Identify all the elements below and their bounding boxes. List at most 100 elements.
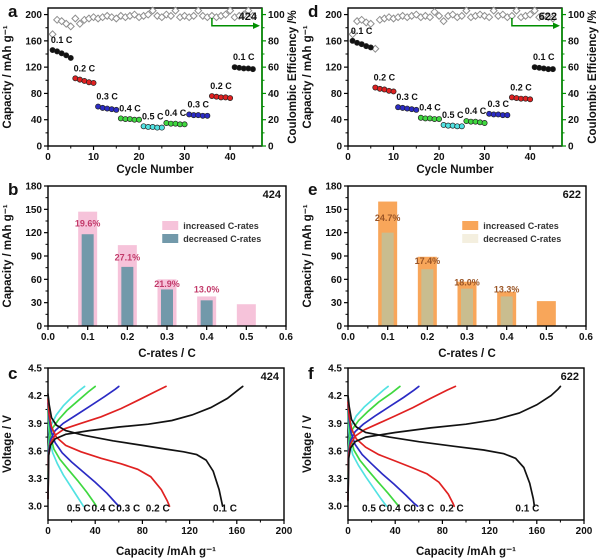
svg-text:13.3%: 13.3% [494, 285, 520, 295]
svg-text:decreased C-rates: decreased C-rates [483, 234, 561, 244]
svg-text:Coulombic Efficiency /%: Coulombic Efficiency /% [587, 10, 599, 144]
svg-text:increased C-rates: increased C-rates [183, 221, 259, 231]
svg-text:0: 0 [336, 322, 342, 333]
svg-text:150: 150 [25, 205, 42, 216]
svg-text:Voltage / V: Voltage / V [302, 415, 314, 473]
svg-text:0: 0 [36, 142, 42, 153]
svg-text:0.1 C: 0.1 C [233, 52, 255, 62]
svg-text:60: 60 [331, 275, 343, 286]
svg-text:0.5 C: 0.5 C [142, 111, 164, 121]
svg-text:40: 40 [525, 152, 537, 163]
svg-text:3.9: 3.9 [328, 419, 342, 430]
svg-text:3.6: 3.6 [28, 446, 42, 457]
svg-text:decreased C-rates: decreased C-rates [183, 234, 261, 244]
svg-text:0: 0 [36, 322, 42, 333]
svg-text:424: 424 [263, 189, 282, 201]
svg-text:0.3 C: 0.3 C [487, 99, 509, 109]
chart-panel-c-voltage-profiles: 0 40 80 120 160 200 3.0 3.3 3.6 3.9 4.2 4.5 0.5 C 0.4… [2, 364, 293, 559]
svg-text:0: 0 [45, 152, 51, 163]
svg-text:3.0: 3.0 [28, 502, 42, 513]
svg-text:0.6: 0.6 [579, 332, 593, 343]
svg-text:0.2 C: 0.2 C [74, 63, 96, 73]
svg-text:100: 100 [568, 10, 585, 21]
svg-text:60: 60 [568, 63, 580, 74]
svg-text:60: 60 [268, 63, 280, 74]
panel-d: d 0 10 20 30 40 0 40 80 120 160 200 0 20 40 60 80 100 Cou… [300, 0, 600, 178]
svg-text:0.5 C: 0.5 C [362, 504, 386, 515]
svg-text:0.1 C: 0.1 C [213, 504, 237, 515]
svg-text:0.2 C: 0.2 C [210, 81, 232, 91]
svg-text:18.0%: 18.0% [454, 278, 480, 288]
svg-text:0.2 C: 0.2 C [510, 82, 532, 92]
svg-text:21.9%: 21.9% [154, 279, 180, 289]
svg-text:Capacity /mAh g⁻¹: Capacity /mAh g⁻¹ [116, 546, 216, 558]
svg-text:622: 622 [563, 189, 581, 201]
svg-text:0.0: 0.0 [41, 332, 55, 343]
panel-letter-c: c [8, 364, 18, 383]
svg-text:Cycle Number: Cycle Number [416, 164, 494, 176]
panel-b: b 0.0 0.1 0.2 0.3 0.4 0.5 0.6 0 30 60 90 120 150 180 1… [0, 178, 300, 362]
svg-text:200: 200 [276, 526, 293, 537]
svg-text:0.5 C: 0.5 C [442, 110, 464, 120]
panel-letter-e: e [308, 180, 318, 199]
svg-text:120: 120 [181, 526, 198, 537]
svg-text:30: 30 [31, 298, 43, 309]
svg-text:40: 40 [225, 152, 237, 163]
panel-letter-d: d [308, 2, 319, 21]
svg-text:3.9: 3.9 [28, 419, 42, 430]
svg-text:40: 40 [268, 89, 280, 100]
svg-text:180: 180 [325, 182, 342, 193]
svg-text:Capacity / mAh g⁻¹: Capacity / mAh g⁻¹ [302, 204, 314, 307]
panel-letter-a: a [8, 2, 18, 21]
svg-text:80: 80 [331, 89, 343, 100]
svg-text:120: 120 [325, 63, 342, 74]
svg-text:160: 160 [228, 526, 245, 537]
chart-panel-d-rate-capability: 0 10 20 30 40 0 40 80 120 160 200 0 20 40 60 80 100 Coulo… [302, 6, 599, 176]
svg-text:0.4 C: 0.4 C [387, 504, 411, 515]
svg-text:0.2: 0.2 [420, 332, 434, 343]
svg-text:0.4 C: 0.4 C [165, 108, 187, 118]
svg-text:0: 0 [336, 142, 342, 153]
svg-text:0.3: 0.3 [160, 332, 174, 343]
svg-text:C-rates / C: C-rates / C [138, 348, 196, 360]
svg-text:0.4 C: 0.4 C [92, 504, 116, 515]
svg-text:90: 90 [31, 252, 43, 263]
svg-text:160: 160 [25, 36, 42, 47]
svg-text:80: 80 [568, 36, 580, 47]
svg-text:0: 0 [345, 152, 351, 163]
svg-text:Capacity / mAh g⁻¹: Capacity / mAh g⁻¹ [302, 25, 314, 128]
svg-text:0.3 C: 0.3 C [96, 92, 118, 102]
svg-text:150: 150 [325, 205, 342, 216]
svg-text:13.0%: 13.0% [194, 285, 220, 295]
svg-text:27.1%: 27.1% [115, 253, 141, 263]
svg-text:Capacity / mAh g⁻¹: Capacity / mAh g⁻¹ [2, 25, 14, 128]
svg-text:4.5: 4.5 [328, 364, 342, 375]
svg-text:4.5: 4.5 [28, 364, 42, 375]
svg-text:0.5: 0.5 [539, 332, 553, 343]
svg-text:0: 0 [45, 526, 51, 537]
svg-text:0.3 C: 0.3 C [396, 92, 418, 102]
svg-text:424: 424 [261, 371, 280, 383]
svg-text:622: 622 [561, 371, 579, 383]
svg-text:30: 30 [479, 152, 491, 163]
svg-text:0.1 C: 0.1 C [515, 504, 539, 515]
svg-text:30: 30 [331, 298, 343, 309]
svg-text:0.2: 0.2 [120, 332, 134, 343]
svg-text:0.1: 0.1 [81, 332, 95, 343]
svg-text:0.1 C: 0.1 C [51, 35, 73, 45]
svg-text:0.0: 0.0 [341, 332, 355, 343]
svg-text:increased C-rates: increased C-rates [483, 221, 559, 231]
chart-panel-b-capacity-bars: 0.0 0.1 0.2 0.3 0.4 0.5 0.6 0 30 60 90 120 150 180 19.… [2, 182, 293, 361]
svg-text:0.4 C: 0.4 C [419, 103, 441, 113]
svg-text:20: 20 [568, 115, 580, 126]
svg-text:0: 0 [268, 142, 274, 153]
svg-text:160: 160 [528, 526, 545, 537]
svg-text:0.1 C: 0.1 C [533, 52, 555, 62]
svg-text:622: 622 [539, 11, 557, 23]
svg-text:4.2: 4.2 [28, 391, 42, 402]
svg-text:120: 120 [325, 228, 342, 239]
svg-text:19.6%: 19.6% [75, 218, 101, 228]
panel-e: e 0.0 0.1 0.2 0.3 0.4 0.5 0.6 0 30 60 90 120 150 180 2… [300, 178, 600, 362]
